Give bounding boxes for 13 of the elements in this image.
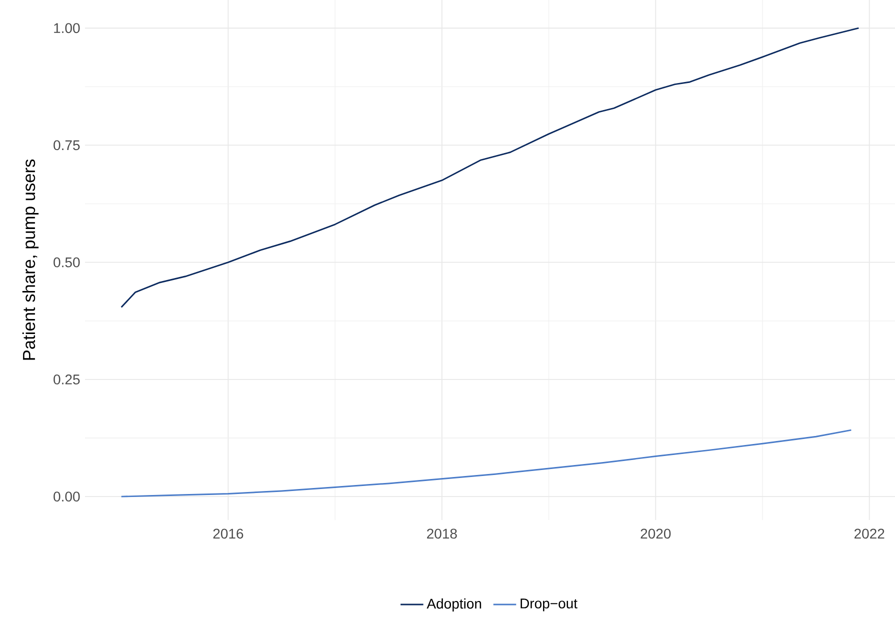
y-tick-label: 0.75 <box>54 140 80 150</box>
legend-label: Drop−out <box>520 598 578 612</box>
legend-label: Adoption <box>426 598 482 612</box>
x-tick-label: 2018 <box>427 528 457 539</box>
y-tick-label: 1.00 <box>54 23 80 34</box>
y-tick-label: 0.00 <box>54 492 80 502</box>
line-series <box>120 27 860 308</box>
y-axis-title: Patient share, pump users <box>22 159 39 360</box>
x-tick-label: 2016 <box>213 528 244 539</box>
x-tick-label: 2020 <box>640 528 671 539</box>
x-tick-label: 2022 <box>854 528 884 539</box>
y-tick-label: 0.50 <box>54 257 80 268</box>
y-tick-label: 0.25 <box>54 374 80 384</box>
